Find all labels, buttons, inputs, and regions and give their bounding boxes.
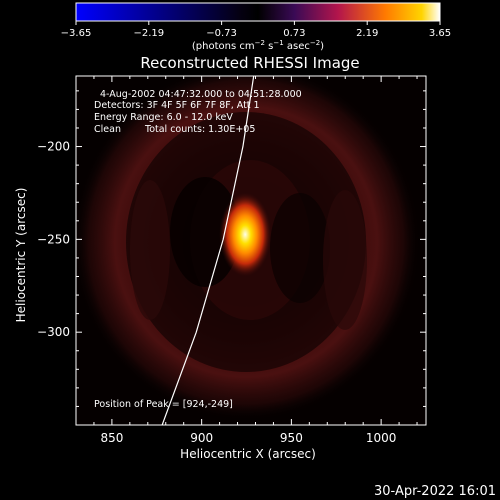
colorbar-tick-label: −3.65 bbox=[61, 28, 92, 39]
footer-timestamp: 30-Apr-2022 16:01 bbox=[374, 484, 496, 499]
colorbar-tick-label: 3.65 bbox=[429, 28, 451, 39]
colorbar-tick-label: 0.73 bbox=[283, 28, 305, 39]
y-tick-label: −300 bbox=[37, 325, 70, 339]
colorbar-ticks: −3.65 −2.19 −0.73 0.73 2.19 3.65 bbox=[61, 21, 451, 39]
colorbar-tick-label: −2.19 bbox=[133, 28, 164, 39]
heatmap-image bbox=[76, 76, 426, 425]
solar-limb-curve bbox=[161, 76, 255, 425]
x-tick-label: 850 bbox=[100, 431, 123, 445]
x-axis: 850 900 950 1000 bbox=[93, 76, 418, 445]
annotation-total-counts: Total counts: 1.30E+05 bbox=[144, 124, 255, 135]
colorbar-tick-label: 2.19 bbox=[356, 28, 378, 39]
annotation-peak-position: Position of Peak = [924,-249] bbox=[94, 399, 233, 410]
plot-frame bbox=[75, 75, 427, 426]
annotation-time: 4-Aug-2002 04:47:32.000 to 04:51:28.000 bbox=[100, 89, 302, 100]
annotation-energy: Energy Range: 6.0 - 12.0 keV bbox=[94, 112, 233, 123]
chart-title: Reconstructed RHESSI Image bbox=[140, 54, 359, 72]
annotation-clean: Clean bbox=[94, 124, 121, 135]
colorbar-label: (photons cm−2 s−1 asec−2) bbox=[192, 39, 324, 52]
y-axis-label: Heliocentric Y (arcsec) bbox=[14, 188, 28, 323]
x-tick-label: 900 bbox=[190, 431, 213, 445]
colorbar bbox=[75, 2, 441, 22]
peak-source bbox=[219, 192, 272, 277]
y-tick-label: −250 bbox=[37, 232, 70, 246]
y-tick-label: −200 bbox=[37, 140, 70, 154]
x-tick-label: 1000 bbox=[366, 431, 397, 445]
annotation-detectors: Detectors: 3F 4F 5F 6F 7F 8F, Att 1 bbox=[94, 100, 260, 111]
x-tick-label: 950 bbox=[280, 431, 303, 445]
y-axis: −200 −250 −300 bbox=[37, 90, 426, 407]
colorbar-tick-label: −0.73 bbox=[206, 28, 237, 39]
x-axis-label: Heliocentric X (arcsec) bbox=[180, 447, 316, 461]
